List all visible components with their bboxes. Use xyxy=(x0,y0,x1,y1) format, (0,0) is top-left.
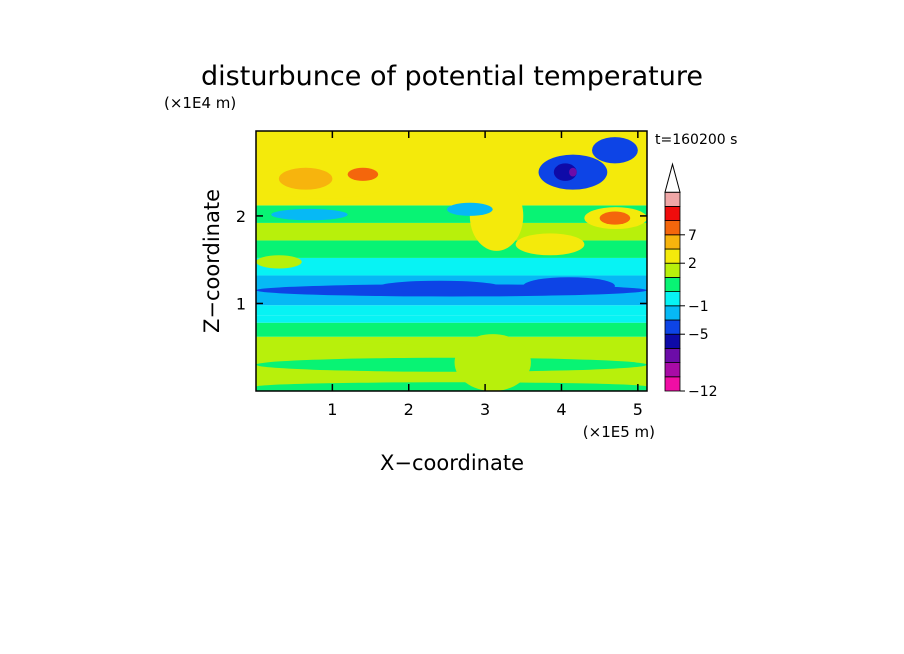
heatmap-cell xyxy=(271,208,348,221)
colorbar-segment xyxy=(664,276,681,292)
heatmap-cell xyxy=(523,277,615,295)
heatmap-plot-area xyxy=(256,131,647,391)
y-tick-label: 1 xyxy=(236,294,246,313)
plot-frame xyxy=(255,130,648,392)
y-tick-label: 2 xyxy=(236,207,246,226)
heatmap-cell xyxy=(256,382,647,391)
colorbar-segment xyxy=(664,262,681,278)
axis-ticks: 1 2 3 4 5 1 2 xyxy=(236,131,647,419)
colorbar-segment xyxy=(664,248,681,264)
x-tick-label: 5 xyxy=(633,400,643,419)
colorbar-segment xyxy=(664,234,681,250)
heatmap-cell xyxy=(347,167,379,181)
x-axis-label: X−coordinate xyxy=(380,451,524,475)
heatmap-band xyxy=(256,305,647,316)
colorbar-segment xyxy=(664,205,681,221)
heatmap-band xyxy=(256,240,647,258)
heatmap-band xyxy=(256,315,647,323)
heatmap-cell xyxy=(592,137,638,164)
x-tick-label: 2 xyxy=(404,400,414,419)
colorbar-segment xyxy=(664,347,681,363)
heatmap-band xyxy=(256,205,647,223)
heatmap-cell xyxy=(340,342,425,356)
colorbar-tick-label: 7 xyxy=(688,228,697,244)
x-axis-unit: (×1E5 m) xyxy=(583,423,655,441)
chart-title: disturbunce of potential temperature xyxy=(201,61,703,92)
colorbar-tick-label: −1 xyxy=(688,299,709,315)
colorbar-segment xyxy=(664,220,681,236)
colorbar-segment xyxy=(664,376,681,392)
colorbar-tick-label: −5 xyxy=(688,327,709,343)
colorbar-segment xyxy=(664,291,681,307)
heatmap-band xyxy=(256,222,647,241)
heatmap-cell xyxy=(569,167,577,177)
heatmap-band xyxy=(256,322,647,337)
colorbar-segment xyxy=(664,362,681,378)
heatmap-cell xyxy=(599,211,631,225)
heatmap-cell xyxy=(469,180,524,251)
time-label: t=160200 s xyxy=(655,132,737,148)
x-tick-label: 1 xyxy=(327,400,337,419)
heatmap-cell xyxy=(553,163,577,181)
colorbar-segment xyxy=(664,191,681,207)
colorbar-segment xyxy=(664,305,681,321)
heatmap-cell xyxy=(446,202,493,216)
heatmap-cell xyxy=(256,357,647,372)
colorbar-tick-label: 2 xyxy=(688,256,697,272)
x-tick-label: 3 xyxy=(480,400,490,419)
y-axis-label: Z−coordinate xyxy=(200,189,224,333)
heatmap-cell xyxy=(256,255,302,269)
colorbar: −12−5−127 xyxy=(664,162,718,400)
heatmap-cell xyxy=(378,280,501,293)
colorbar-segment xyxy=(664,319,681,335)
colorbar-extend-arrow xyxy=(664,162,681,193)
colorbar-tick-label: −12 xyxy=(688,384,718,400)
heatmap-cell xyxy=(454,334,531,391)
heatmap-band xyxy=(256,257,647,276)
y-axis-unit: (×1E4 m) xyxy=(164,94,236,112)
heatmap-cell xyxy=(515,233,585,256)
heatmap-cell xyxy=(278,167,333,190)
heatmap-cell xyxy=(324,150,348,173)
x-tick-label: 4 xyxy=(556,400,566,419)
colorbar-segment xyxy=(664,333,681,349)
